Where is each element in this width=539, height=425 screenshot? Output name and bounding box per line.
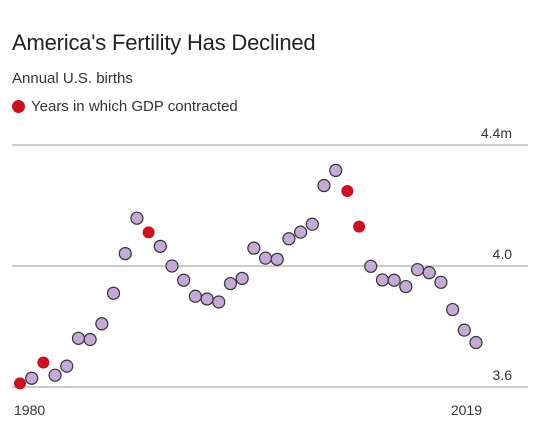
data-point-2017 bbox=[446, 302, 460, 317]
data-point-1995 bbox=[188, 289, 202, 303]
data-point-2002 bbox=[270, 252, 284, 266]
data-point-2013 bbox=[399, 279, 413, 294]
data-point-1992 bbox=[153, 239, 167, 253]
data-point-1994 bbox=[177, 273, 191, 287]
data-point-1998 bbox=[223, 276, 238, 291]
data-point-2003 bbox=[282, 232, 296, 246]
data-point-2006 bbox=[317, 178, 331, 193]
data-point-2009 bbox=[353, 220, 366, 233]
data-point-1991 bbox=[142, 226, 155, 239]
data-point-1996 bbox=[200, 292, 214, 306]
chart-legend: Years in which GDP contracted bbox=[12, 98, 238, 115]
data-point-1997 bbox=[212, 295, 226, 309]
data-point-1981 bbox=[25, 371, 39, 385]
y-tick-label-1: 4.0 bbox=[493, 246, 513, 262]
data-point-1982 bbox=[37, 356, 50, 369]
data-point-1987 bbox=[95, 317, 109, 331]
data-point-1993 bbox=[165, 259, 179, 273]
data-point-2018 bbox=[457, 323, 471, 337]
legend-marker-gdp-contraction bbox=[12, 100, 25, 113]
data-point-1980 bbox=[14, 377, 26, 390]
data-point-2010 bbox=[364, 259, 378, 273]
data-point-2015 bbox=[422, 266, 436, 280]
data-point-2012 bbox=[387, 273, 401, 287]
data-point-1990 bbox=[130, 211, 144, 225]
data-point-2000 bbox=[247, 241, 261, 255]
y-tick-label-2: 3.6 bbox=[493, 367, 513, 383]
data-point-2005 bbox=[305, 217, 319, 231]
data-point-2011 bbox=[375, 273, 390, 287]
data-point-1999 bbox=[235, 271, 249, 286]
data-point-1984 bbox=[60, 359, 74, 373]
legend-label-gdp-contraction: Years in which GDP contracted bbox=[31, 98, 238, 115]
x-tick-label-0: 1980 bbox=[14, 402, 45, 418]
data-point-1989 bbox=[118, 246, 132, 261]
data-point-2014 bbox=[410, 263, 425, 277]
data-point-2004 bbox=[294, 225, 308, 239]
data-point-2008 bbox=[341, 184, 354, 197]
y-tick-label-0: 4.4m bbox=[481, 125, 512, 141]
x-tick-label-1: 2019 bbox=[451, 402, 482, 418]
chart-title: America's Fertility Has Declined bbox=[12, 30, 316, 55]
data-point-1983 bbox=[48, 368, 62, 382]
data-point-1986 bbox=[83, 332, 97, 347]
data-point-2016 bbox=[434, 275, 448, 289]
chart-subtitle: Annual U.S. births bbox=[12, 70, 133, 87]
data-point-1988 bbox=[106, 286, 121, 300]
data-point-1985 bbox=[71, 331, 86, 345]
data-point-2019 bbox=[469, 335, 483, 350]
data-point-2007 bbox=[329, 163, 343, 178]
data-point-2001 bbox=[258, 251, 273, 265]
